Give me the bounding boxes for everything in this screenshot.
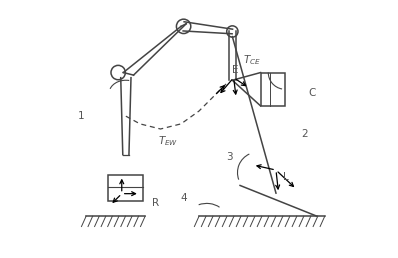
Text: R: R <box>152 198 159 208</box>
Text: L: L <box>283 172 289 182</box>
Text: 4: 4 <box>180 193 187 203</box>
Text: 3: 3 <box>226 152 233 162</box>
Bar <box>261 72 285 106</box>
Circle shape <box>111 65 125 80</box>
Text: E: E <box>232 64 238 75</box>
Text: $T_{CE}$: $T_{CE}$ <box>243 54 261 67</box>
Text: 2: 2 <box>301 129 308 139</box>
Text: $T_{EW}$: $T_{EW}$ <box>158 134 178 148</box>
Text: 1: 1 <box>78 111 84 121</box>
Circle shape <box>227 26 238 37</box>
Text: C: C <box>308 88 316 98</box>
Bar <box>108 175 142 201</box>
Circle shape <box>176 19 191 34</box>
